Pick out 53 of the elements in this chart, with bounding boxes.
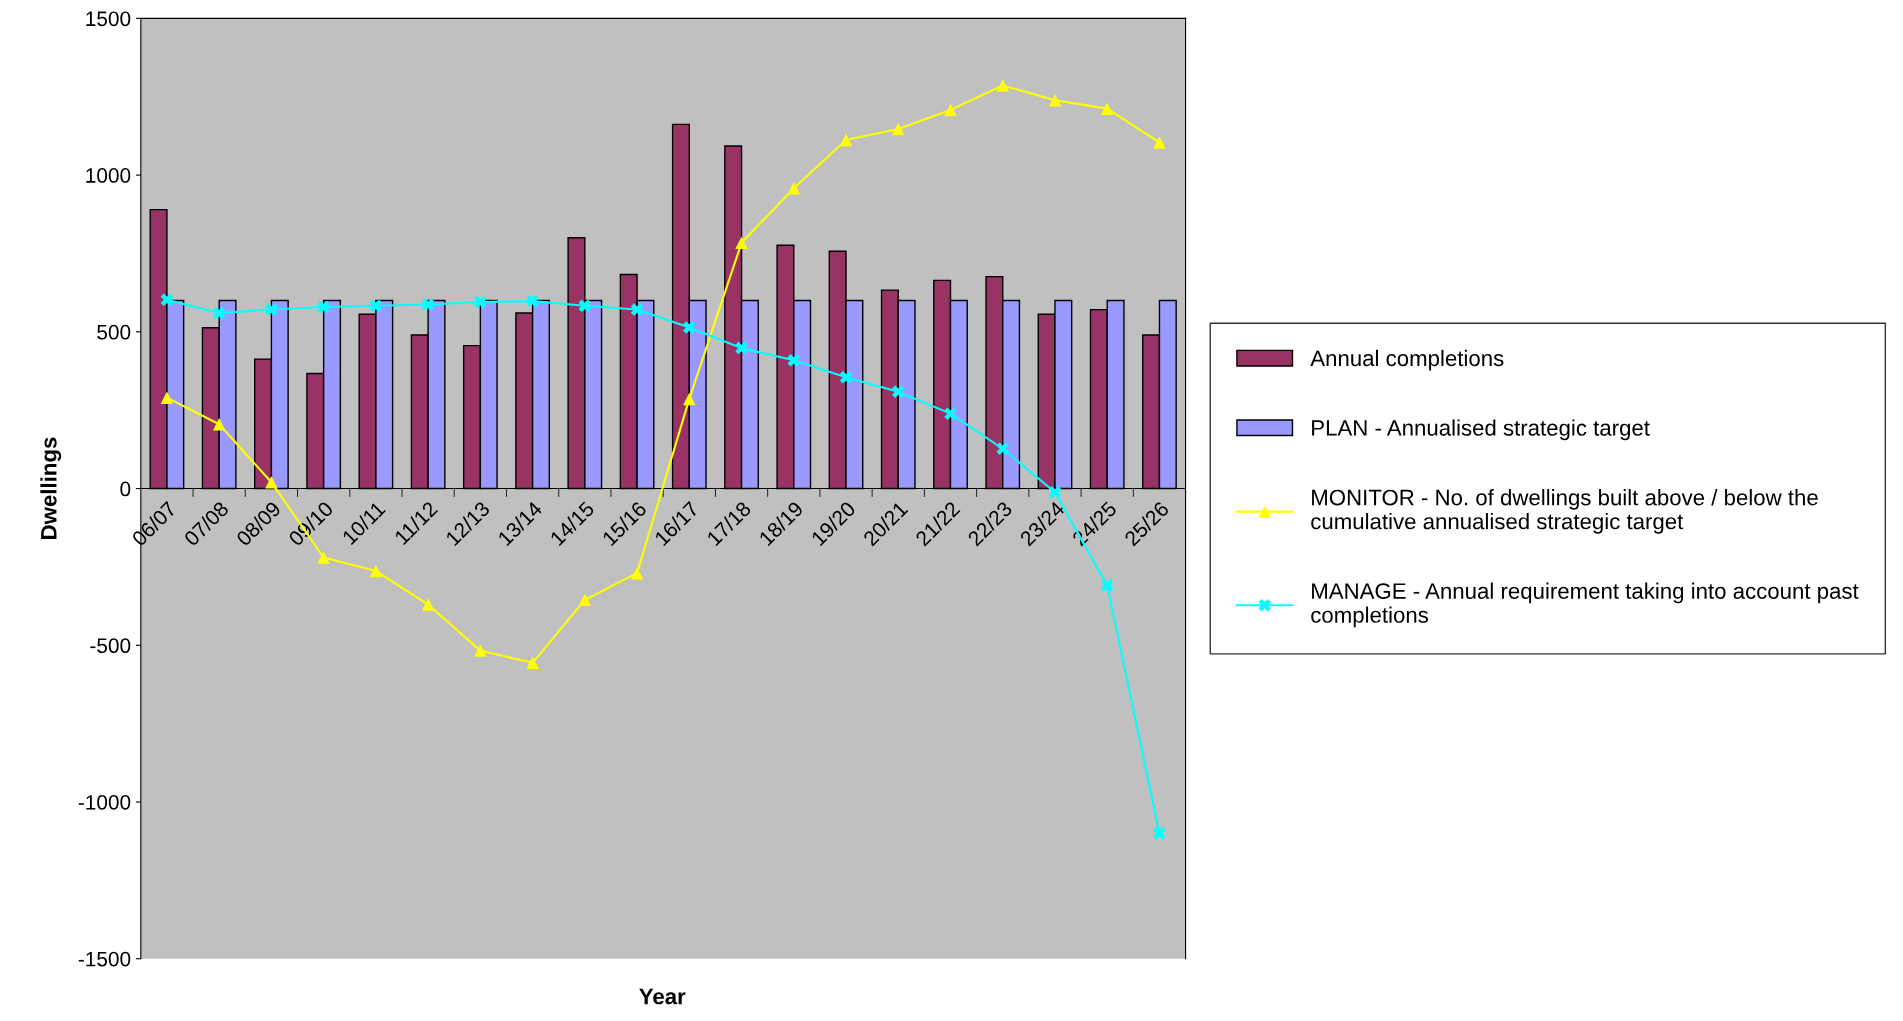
- point: [996, 79, 1009, 92]
- point: [735, 341, 748, 355]
- point: [578, 299, 592, 313]
- y-tick-label: -1500: [78, 951, 131, 967]
- legend-label: MONITOR - No. of dwellings built above / below the cumulative annualised strategic target: [1311, 489, 1818, 534]
- point: [317, 551, 330, 564]
- y-tick-label: 1000: [86, 168, 131, 183]
- y-tick-label: 1500: [86, 11, 131, 27]
- point: [265, 476, 278, 489]
- point: [1153, 827, 1166, 840]
- point: [526, 656, 539, 670]
- point: [1048, 486, 1062, 499]
- x-axis-title: Year: [639, 988, 686, 1005]
- y-tick-label: 500: [97, 324, 131, 340]
- point: [421, 298, 435, 311]
- point: [630, 303, 644, 316]
- point: [369, 299, 383, 313]
- point: [474, 644, 487, 657]
- point: [787, 354, 801, 367]
- point: [1100, 102, 1114, 115]
- point: [1100, 579, 1114, 592]
- y-axis-title: Dwellings: [40, 437, 62, 539]
- point: [474, 295, 487, 309]
- point: [212, 306, 226, 320]
- point: [944, 103, 957, 117]
- point: [369, 564, 383, 578]
- point: [787, 182, 801, 195]
- point: [160, 391, 174, 404]
- legend-label: PLAN - Annualised strategic target: [1312, 419, 1650, 441]
- point: [526, 294, 539, 308]
- point: [683, 392, 696, 406]
- point: [735, 236, 748, 250]
- y-tick-label: 0: [120, 481, 131, 497]
- point: [160, 293, 174, 307]
- point: [996, 442, 1009, 455]
- point: [683, 321, 696, 334]
- legend-label: Annual completions: [1310, 349, 1504, 371]
- point: [421, 598, 435, 611]
- point: [892, 385, 905, 398]
- point: [265, 303, 278, 316]
- point: [578, 593, 592, 607]
- point: [317, 300, 330, 314]
- point: [1153, 136, 1166, 149]
- point: [1048, 93, 1062, 107]
- point: [839, 133, 853, 147]
- y-tick-label: -1000: [78, 795, 131, 810]
- point: [944, 407, 957, 420]
- legend-label: MANAGE - Annual requirement taking into account past completions: [1311, 582, 1859, 628]
- point: [630, 566, 644, 580]
- y-tick-label: -500: [90, 638, 131, 654]
- point: [839, 371, 853, 384]
- point: [212, 418, 226, 431]
- point: [892, 122, 905, 136]
